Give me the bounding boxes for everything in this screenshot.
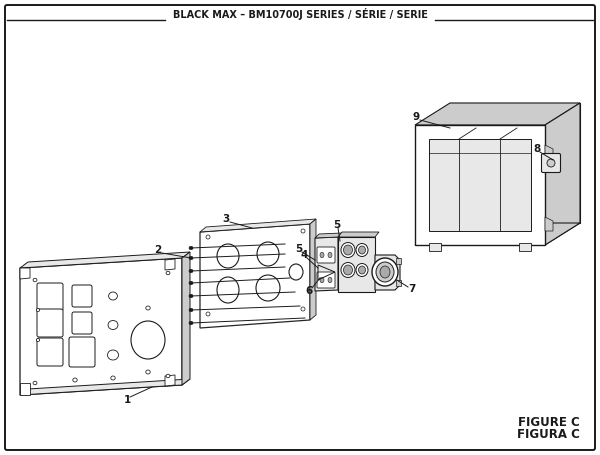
Polygon shape (545, 217, 553, 231)
Ellipse shape (189, 308, 193, 312)
Polygon shape (182, 252, 190, 385)
Ellipse shape (372, 258, 398, 286)
Bar (396, 258, 401, 264)
FancyBboxPatch shape (542, 153, 560, 172)
Ellipse shape (328, 252, 332, 258)
Ellipse shape (166, 374, 170, 378)
FancyBboxPatch shape (37, 283, 63, 311)
Ellipse shape (166, 271, 170, 275)
Text: FIGURE C: FIGURE C (518, 415, 580, 429)
Ellipse shape (547, 159, 555, 167)
FancyBboxPatch shape (72, 285, 92, 307)
Ellipse shape (328, 277, 332, 283)
Ellipse shape (33, 381, 37, 385)
Ellipse shape (146, 370, 150, 374)
FancyBboxPatch shape (317, 247, 335, 263)
FancyBboxPatch shape (317, 272, 335, 288)
Ellipse shape (108, 320, 118, 329)
Polygon shape (415, 125, 545, 245)
Text: 7: 7 (409, 284, 416, 294)
Ellipse shape (109, 292, 118, 300)
Polygon shape (165, 259, 175, 270)
Ellipse shape (33, 278, 37, 282)
Text: 4: 4 (301, 250, 308, 260)
Ellipse shape (189, 256, 193, 260)
Text: 5: 5 (334, 220, 341, 230)
Ellipse shape (359, 266, 365, 274)
Ellipse shape (111, 376, 115, 380)
Ellipse shape (189, 321, 193, 325)
Ellipse shape (341, 243, 355, 258)
Polygon shape (310, 219, 316, 320)
Ellipse shape (301, 229, 305, 233)
FancyBboxPatch shape (37, 309, 63, 337)
Ellipse shape (341, 263, 355, 278)
Ellipse shape (73, 378, 77, 382)
Ellipse shape (343, 265, 353, 275)
Bar (429, 243, 441, 251)
Text: 5: 5 (295, 244, 302, 254)
Ellipse shape (356, 263, 368, 277)
Ellipse shape (146, 306, 150, 310)
Polygon shape (200, 219, 316, 232)
Bar (396, 280, 401, 286)
Text: 9: 9 (412, 112, 419, 122)
Ellipse shape (217, 244, 239, 268)
Ellipse shape (376, 262, 394, 282)
Ellipse shape (107, 350, 119, 360)
Ellipse shape (301, 307, 305, 311)
Text: 1: 1 (124, 395, 131, 405)
Ellipse shape (37, 308, 40, 312)
Polygon shape (415, 223, 580, 245)
Ellipse shape (320, 252, 324, 258)
Polygon shape (20, 252, 190, 268)
Ellipse shape (356, 243, 368, 257)
Polygon shape (20, 383, 30, 395)
Text: 6: 6 (305, 286, 313, 296)
Polygon shape (20, 379, 190, 395)
Bar (519, 243, 531, 251)
Text: 8: 8 (533, 144, 541, 154)
Polygon shape (20, 268, 30, 279)
Polygon shape (315, 237, 338, 291)
Text: 2: 2 (154, 245, 161, 255)
Polygon shape (165, 375, 175, 386)
Polygon shape (450, 103, 580, 223)
Ellipse shape (380, 266, 390, 278)
Ellipse shape (37, 339, 40, 342)
Ellipse shape (217, 277, 239, 303)
Ellipse shape (343, 245, 353, 255)
Ellipse shape (256, 275, 280, 301)
Ellipse shape (131, 321, 165, 359)
Text: BLACK MAX – BM10700J SERIES / SÉRIE / SERIE: BLACK MAX – BM10700J SERIES / SÉRIE / SE… (173, 8, 427, 20)
FancyBboxPatch shape (69, 337, 95, 367)
FancyBboxPatch shape (37, 338, 63, 366)
Ellipse shape (359, 246, 365, 254)
Ellipse shape (189, 269, 193, 273)
Ellipse shape (289, 264, 303, 280)
Ellipse shape (206, 235, 210, 239)
Polygon shape (338, 237, 375, 292)
Polygon shape (375, 255, 400, 290)
Polygon shape (20, 258, 182, 395)
Text: 3: 3 (223, 214, 230, 224)
Text: FIGURA C: FIGURA C (517, 428, 580, 440)
Polygon shape (429, 139, 531, 231)
Polygon shape (545, 145, 553, 159)
Ellipse shape (257, 242, 279, 266)
Polygon shape (415, 103, 580, 125)
Ellipse shape (189, 246, 193, 250)
Polygon shape (545, 103, 580, 245)
FancyBboxPatch shape (72, 312, 92, 334)
Polygon shape (315, 233, 342, 238)
Ellipse shape (206, 312, 210, 316)
Polygon shape (338, 232, 379, 237)
Ellipse shape (189, 281, 193, 285)
Ellipse shape (189, 294, 193, 298)
Polygon shape (200, 224, 310, 328)
Ellipse shape (320, 277, 324, 283)
